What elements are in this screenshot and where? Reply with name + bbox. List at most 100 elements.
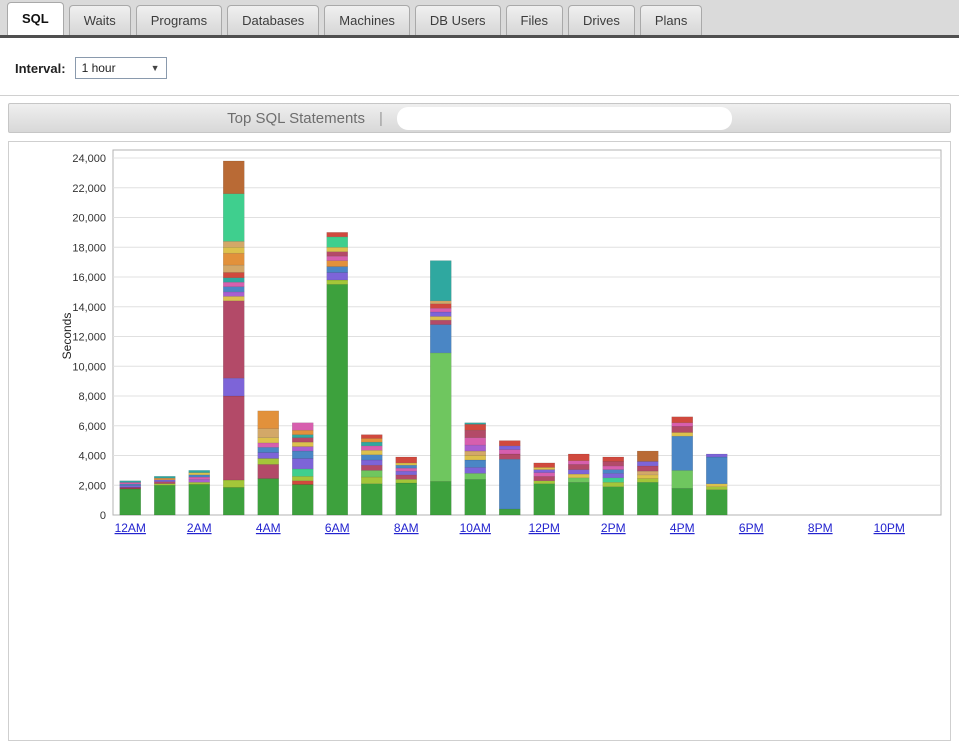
- bar-segment[interactable]: [292, 441, 314, 447]
- bar-segment[interactable]: [223, 193, 245, 242]
- bar-segment[interactable]: [499, 440, 521, 447]
- tab-drives[interactable]: Drives: [568, 5, 635, 35]
- bar-segment[interactable]: [533, 483, 555, 516]
- bar-segment[interactable]: [326, 255, 348, 261]
- bar-segment[interactable]: [671, 435, 693, 471]
- bar-segment[interactable]: [395, 470, 417, 476]
- bar-segment[interactable]: [568, 482, 590, 516]
- x-axis-link-10PM[interactable]: 10PM: [874, 521, 905, 535]
- bar-4AM[interactable]: [257, 410, 279, 516]
- bar-segment[interactable]: [602, 456, 624, 462]
- bar-segment[interactable]: [671, 422, 693, 427]
- bar-segment[interactable]: [361, 450, 383, 456]
- bar-6AM[interactable]: [326, 232, 348, 516]
- bar-segment[interactable]: [223, 479, 245, 488]
- bar-segment[interactable]: [292, 476, 314, 482]
- x-axis-link-8AM[interactable]: 8AM: [394, 521, 419, 535]
- bar-segment[interactable]: [223, 241, 245, 248]
- bar-segment[interactable]: [430, 260, 452, 302]
- bar-segment[interactable]: [292, 422, 314, 431]
- x-axis-link-6PM[interactable]: 6PM: [739, 521, 764, 535]
- bar-segment[interactable]: [361, 459, 383, 466]
- bar-segment[interactable]: [154, 477, 176, 481]
- bar-segment[interactable]: [568, 460, 590, 465]
- bar-segment[interactable]: [568, 477, 590, 483]
- bar-segment[interactable]: [223, 264, 245, 273]
- bar-segment[interactable]: [568, 473, 590, 479]
- bar-segment[interactable]: [326, 279, 348, 285]
- bar-segment[interactable]: [637, 465, 659, 472]
- bar-segment[interactable]: [223, 487, 245, 516]
- bar-segment[interactable]: [223, 252, 245, 266]
- bar-segment[interactable]: [568, 469, 590, 475]
- bar-segment[interactable]: [430, 319, 452, 325]
- bar-segment[interactable]: [602, 473, 624, 479]
- bar-segment[interactable]: [119, 480, 141, 483]
- bar-segment[interactable]: [223, 377, 245, 397]
- bar-4PM[interactable]: [671, 416, 693, 516]
- bar-segment[interactable]: [292, 480, 314, 485]
- tab-files[interactable]: Files: [505, 5, 563, 35]
- bar-segment[interactable]: [257, 447, 279, 453]
- interval-select[interactable]: 1 hour ▼: [74, 57, 167, 79]
- bar-3AM[interactable]: [223, 160, 245, 516]
- bar-segment[interactable]: [326, 272, 348, 281]
- bar-segment[interactable]: [257, 478, 279, 516]
- bar-segment[interactable]: [292, 434, 314, 438]
- bar-segment[interactable]: [361, 476, 383, 485]
- bar-segment[interactable]: [464, 424, 486, 431]
- bar-segment[interactable]: [464, 479, 486, 516]
- bar-segment[interactable]: [223, 160, 245, 194]
- bar-5PM[interactable]: [706, 453, 728, 516]
- bar-segment[interactable]: [257, 428, 279, 438]
- bar-segment[interactable]: [464, 467, 486, 474]
- bar-segment[interactable]: [706, 456, 728, 485]
- bar-5AM[interactable]: [292, 422, 314, 516]
- bar-segment[interactable]: [188, 474, 210, 478]
- bar-segment[interactable]: [671, 426, 693, 433]
- bar-segment[interactable]: [292, 458, 314, 470]
- x-axis-link-4PM[interactable]: 4PM: [670, 521, 695, 535]
- bar-segment[interactable]: [361, 445, 383, 451]
- bar-segment[interactable]: [602, 486, 624, 516]
- bar-1PM[interactable]: [568, 453, 590, 516]
- bar-segment[interactable]: [361, 470, 383, 478]
- bar-segment[interactable]: [154, 476, 176, 479]
- bar-segment[interactable]: [361, 464, 383, 471]
- bar-segment[interactable]: [637, 461, 659, 467]
- bar-1AM[interactable]: [154, 476, 176, 516]
- bar-segment[interactable]: [326, 232, 348, 238]
- x-axis-link-2AM[interactable]: 2AM: [187, 521, 212, 535]
- bar-segment[interactable]: [671, 416, 693, 424]
- bar-segment[interactable]: [292, 437, 314, 443]
- bar-segment[interactable]: [499, 449, 521, 455]
- bar-segment[interactable]: [533, 467, 555, 470]
- tab-waits[interactable]: Waits: [68, 5, 131, 35]
- bar-segment[interactable]: [464, 455, 486, 461]
- bar-segment[interactable]: [154, 485, 176, 516]
- bar-segment[interactable]: [292, 429, 314, 435]
- bar-segment[interactable]: [188, 470, 210, 473]
- bar-segment[interactable]: [257, 437, 279, 444]
- bar-segment[interactable]: [637, 450, 659, 462]
- bar-9AM[interactable]: [430, 260, 452, 516]
- bar-segment[interactable]: [430, 307, 452, 313]
- bar-segment[interactable]: [464, 422, 486, 425]
- bar-11AM[interactable]: [499, 440, 521, 516]
- bar-segment[interactable]: [671, 487, 693, 516]
- bar-segment[interactable]: [602, 469, 624, 474]
- bar-segment[interactable]: [188, 479, 210, 483]
- bar-segment[interactable]: [395, 474, 417, 480]
- tab-db-users[interactable]: DB Users: [414, 5, 501, 35]
- bar-segment[interactable]: [223, 281, 245, 287]
- bar-segment[interactable]: [430, 352, 452, 482]
- bar-segment[interactable]: [464, 444, 486, 452]
- bar-segment[interactable]: [464, 437, 486, 446]
- bar-segment[interactable]: [326, 266, 348, 273]
- bar-segment[interactable]: [223, 286, 245, 293]
- bar-segment[interactable]: [326, 236, 348, 248]
- bar-segment[interactable]: [257, 458, 279, 465]
- bar-segment[interactable]: [292, 484, 314, 516]
- bar-segment[interactable]: [430, 311, 452, 317]
- x-axis-link-8PM[interactable]: 8PM: [808, 521, 833, 535]
